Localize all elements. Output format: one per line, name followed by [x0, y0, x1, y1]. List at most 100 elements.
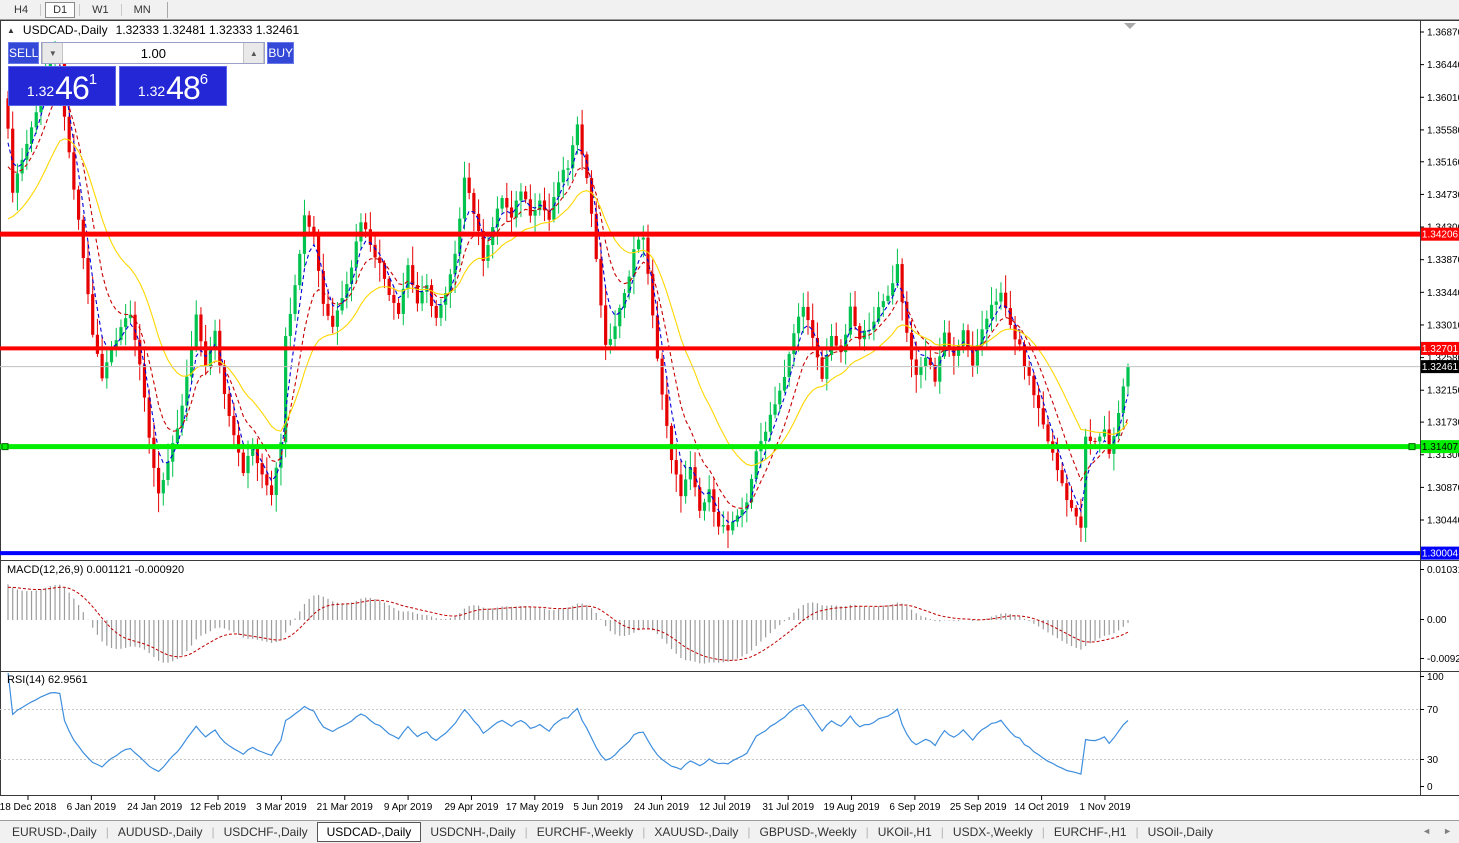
candle-body [702, 502, 707, 511]
candle-body [378, 257, 382, 264]
date-axis-label: 24 Jun 2019 [634, 802, 689, 813]
candle-body [547, 210, 551, 220]
chart-tab-eurchf-weekly[interactable]: EURCHF-,Weekly [536, 825, 634, 839]
candle-body [420, 291, 424, 304]
candle-body [453, 253, 457, 275]
candle-body [533, 210, 537, 216]
candle-body [754, 451, 758, 479]
candle-body [811, 320, 815, 338]
price-axis-label: 1.31730 [1427, 418, 1459, 429]
volume-decrease-button[interactable]: ▼ [42, 43, 64, 63]
date-axis-label: 17 May 2019 [506, 802, 564, 813]
candle-body [128, 314, 132, 319]
candle-body [801, 306, 805, 317]
level-handle[interactable] [1, 443, 9, 451]
candle-body [25, 143, 29, 160]
candle-body [166, 461, 170, 481]
date-axis-label: 19 Aug 2019 [823, 802, 880, 813]
candles-group [6, 40, 1130, 549]
candle-body [1022, 344, 1027, 367]
level-handle[interactable] [1408, 443, 1416, 451]
candle-body [514, 200, 518, 218]
candle-body [382, 263, 387, 279]
candle-body [872, 321, 876, 330]
candle-body [886, 295, 890, 302]
price-axis-label: 1.35160 [1427, 157, 1459, 168]
candle-body [1032, 375, 1036, 396]
tab-scroll-right-icon[interactable]: ► [1443, 826, 1452, 836]
candle-body [142, 364, 147, 398]
rsi-axis-label: 30 [1427, 755, 1439, 766]
candle-body [909, 332, 914, 360]
candle-body [585, 154, 589, 179]
buy-price-button[interactable]: 1.32 48 6 [119, 66, 227, 106]
date-axis-label: 9 Apr 2019 [384, 802, 433, 813]
tab-separator: | [1041, 825, 1045, 839]
level-price-tag [1421, 227, 1459, 241]
chart-tab-usoil-daily[interactable]: USOil-,Daily [1147, 825, 1213, 839]
candle-body [519, 191, 523, 201]
sell-price-button[interactable]: 1.32 46 1 [8, 66, 116, 106]
candle-body [669, 425, 674, 461]
slow-ma-line [7, 138, 1129, 467]
candle-body [698, 487, 702, 511]
chart-plot-area[interactable]: 1.36870 1.36440 1.36010 1.35580 1.35160 1.347… [0, 20, 1459, 818]
candle-body [1093, 440, 1097, 442]
candle-body [679, 474, 683, 497]
chart-tab-usdcnh-daily[interactable]: USDCNH-,Daily [430, 825, 516, 839]
candle-body [542, 200, 547, 211]
chart-tab-ukoil-h1[interactable]: UKOil-,H1 [877, 825, 932, 839]
candle-body [636, 239, 641, 250]
chart-tab-eurusd-daily[interactable]: EURUSD-,Daily [12, 825, 97, 839]
candle-body [279, 442, 283, 468]
toolbar-group-separator [166, 1, 168, 18]
candle-body [919, 366, 923, 375]
timeframe-button-mn[interactable]: MN [133, 3, 151, 16]
timeframe-button-h4[interactable]: H4 [14, 3, 29, 16]
volume-stepper: ▼ ▲ [41, 42, 266, 64]
chart-tab-gbpusd-weekly[interactable]: GBPUSD-,Weekly [759, 825, 857, 839]
toolbar-separator [79, 3, 81, 16]
chart-tab-eurchf-h1[interactable]: EURCHF-,H1 [1053, 825, 1127, 839]
chart-tab-audusd-daily[interactable]: AUDUSD-,Daily [117, 825, 203, 839]
candle-body [975, 345, 980, 366]
volume-increase-button[interactable]: ▲ [243, 43, 265, 63]
timeframe-button-w1[interactable]: W1 [92, 3, 109, 16]
chart-tab-usdcad-daily[interactable]: USDCAD-,Daily [316, 822, 422, 842]
candle-body [787, 354, 791, 377]
tab-separator: | [865, 825, 869, 839]
candle-body [622, 293, 627, 308]
candle-body [655, 315, 660, 359]
chart-shift-marker[interactable] [1124, 23, 1136, 29]
candle-body [575, 124, 580, 146]
tab-separator: | [747, 825, 751, 839]
candle-body [11, 128, 15, 193]
chevron-up-icon: ▲ [249, 48, 258, 58]
timeframe-toolbar: H4 D1 W1 MN [0, 0, 1459, 20]
chart-tab-usdx-weekly[interactable]: USDX-,Weekly [952, 825, 1033, 839]
timeframe-button-d1[interactable]: D1 [45, 1, 76, 18]
candle-body [109, 349, 114, 363]
chart-tab-xauusd-daily[interactable]: XAUUSD-,Daily [654, 825, 739, 839]
tab-scroll-left-icon[interactable]: ◄ [1422, 826, 1432, 836]
price-axis-label: 1.36870 [1427, 28, 1459, 39]
level-price-tag-label: 1.31407 [1422, 442, 1459, 453]
volume-input[interactable] [63, 43, 244, 63]
candle-body [980, 329, 984, 346]
sell-button[interactable]: SELL [8, 42, 40, 64]
candle-body [156, 467, 161, 494]
candle-body [745, 502, 749, 510]
candle-body [796, 316, 801, 334]
candle-body [335, 310, 340, 327]
candle-body [20, 159, 24, 174]
candle-body [91, 294, 95, 335]
buy-button[interactable]: BUY [267, 42, 295, 64]
date-axis-label: 1 Nov 2019 [1079, 802, 1131, 813]
candle-body [764, 431, 768, 442]
date-axis-label: 5 Jun 2019 [573, 802, 623, 813]
collapse-chart-icon[interactable]: ▲ [7, 25, 15, 35]
candle-body [989, 304, 994, 319]
chart-tabs-bar: EURUSD-,Daily | AUDUSD-,Daily | USDCHF-,Dail… [0, 820, 1459, 843]
chart-tab-usdchf-daily[interactable]: USDCHF-,Daily [223, 825, 308, 839]
candle-body [147, 397, 151, 438]
